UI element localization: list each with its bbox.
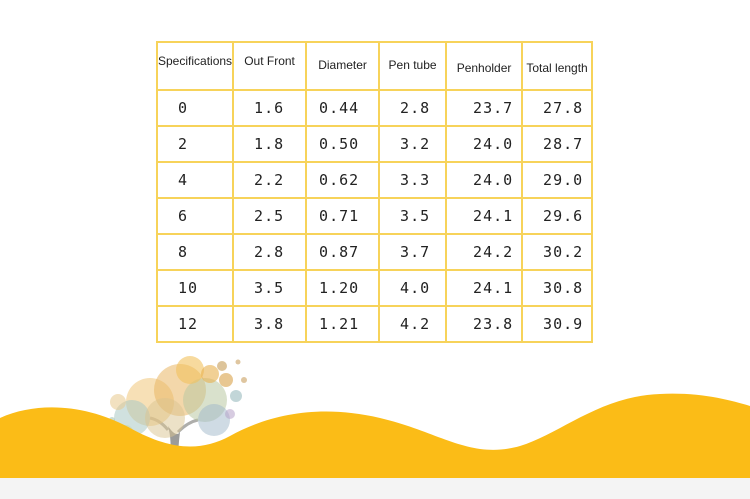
cell-diameter: 1.21	[305, 305, 381, 343]
header-pen-tube: Pen tube	[378, 41, 448, 91]
cell-diameter: 0.62	[305, 161, 381, 199]
table-row: 8 2.8 0.87 3.7 24.2 30.2	[155, 233, 594, 271]
cell-out-front: 2.2	[232, 161, 308, 199]
cell-specification: 2	[155, 125, 235, 163]
cell-penholder: 24.2	[445, 233, 524, 271]
cell-specification: 12	[155, 305, 235, 343]
table-row: 2 1.8 0.50 3.2 24.0 28.7	[155, 125, 594, 163]
yellow-hills	[0, 393, 750, 499]
cell-pen-tube: 3.7	[378, 233, 448, 271]
cell-total-length: 29.6	[521, 197, 594, 235]
cell-total-length: 27.8	[521, 89, 594, 127]
cell-specification: 8	[155, 233, 235, 271]
cell-out-front: 2.5	[232, 197, 308, 235]
cell-diameter: 0.44	[305, 89, 381, 127]
hills-scenery	[0, 356, 750, 499]
cell-pen-tube: 3.5	[378, 197, 448, 235]
header-penholder: Penholder	[445, 41, 524, 91]
cell-out-front: 3.8	[232, 305, 308, 343]
cell-penholder: 23.8	[445, 305, 524, 343]
header-specifications: Specifications	[155, 41, 235, 91]
table-row: 4 2.2 0.62 3.3 24.0 29.0	[155, 161, 594, 199]
cell-diameter: 1.20	[305, 269, 381, 307]
cell-out-front: 1.6	[232, 89, 308, 127]
cell-out-front: 1.8	[232, 125, 308, 163]
cell-penholder: 24.0	[445, 161, 524, 199]
table-header-row: Specifications Out Front Diameter Pen tu…	[155, 41, 594, 91]
bottom-strip	[0, 478, 750, 499]
cell-pen-tube: 4.2	[378, 305, 448, 343]
header-diameter: Diameter	[305, 41, 381, 91]
cell-out-front: 3.5	[232, 269, 308, 307]
cell-diameter: 0.71	[305, 197, 381, 235]
cell-total-length: 30.9	[521, 305, 594, 343]
watercolor-tree-icon	[109, 356, 247, 462]
cell-diameter: 0.50	[305, 125, 381, 163]
cell-specification: 10	[155, 269, 235, 307]
cell-specification: 4	[155, 161, 235, 199]
cell-total-length: 30.2	[521, 233, 594, 271]
cell-specification: 6	[155, 197, 235, 235]
table-row: 10 3.5 1.20 4.0 24.1 30.8	[155, 269, 594, 307]
cell-out-front: 2.8	[232, 233, 308, 271]
cell-pen-tube: 2.8	[378, 89, 448, 127]
header-out-front: Out Front	[232, 41, 308, 91]
cell-pen-tube: 3.3	[378, 161, 448, 199]
cell-pen-tube: 4.0	[378, 269, 448, 307]
cell-total-length: 28.7	[521, 125, 594, 163]
header-total-length: Total length	[521, 41, 594, 91]
cell-specification: 0	[155, 89, 235, 127]
table-row: 12 3.8 1.21 4.2 23.8 30.9	[155, 305, 594, 343]
table-row: 0 1.6 0.44 2.8 23.7 27.8	[155, 89, 594, 127]
cell-diameter: 0.87	[305, 233, 381, 271]
cell-penholder: 24.0	[445, 125, 524, 163]
cell-penholder: 24.1	[445, 197, 524, 235]
table-row: 6 2.5 0.71 3.5 24.1 29.6	[155, 197, 594, 235]
cell-penholder: 24.1	[445, 269, 524, 307]
specifications-table: Specifications Out Front Diameter Pen tu…	[155, 41, 594, 343]
cell-penholder: 23.7	[445, 89, 524, 127]
cell-total-length: 29.0	[521, 161, 594, 199]
cell-total-length: 30.8	[521, 269, 594, 307]
cell-pen-tube: 3.2	[378, 125, 448, 163]
